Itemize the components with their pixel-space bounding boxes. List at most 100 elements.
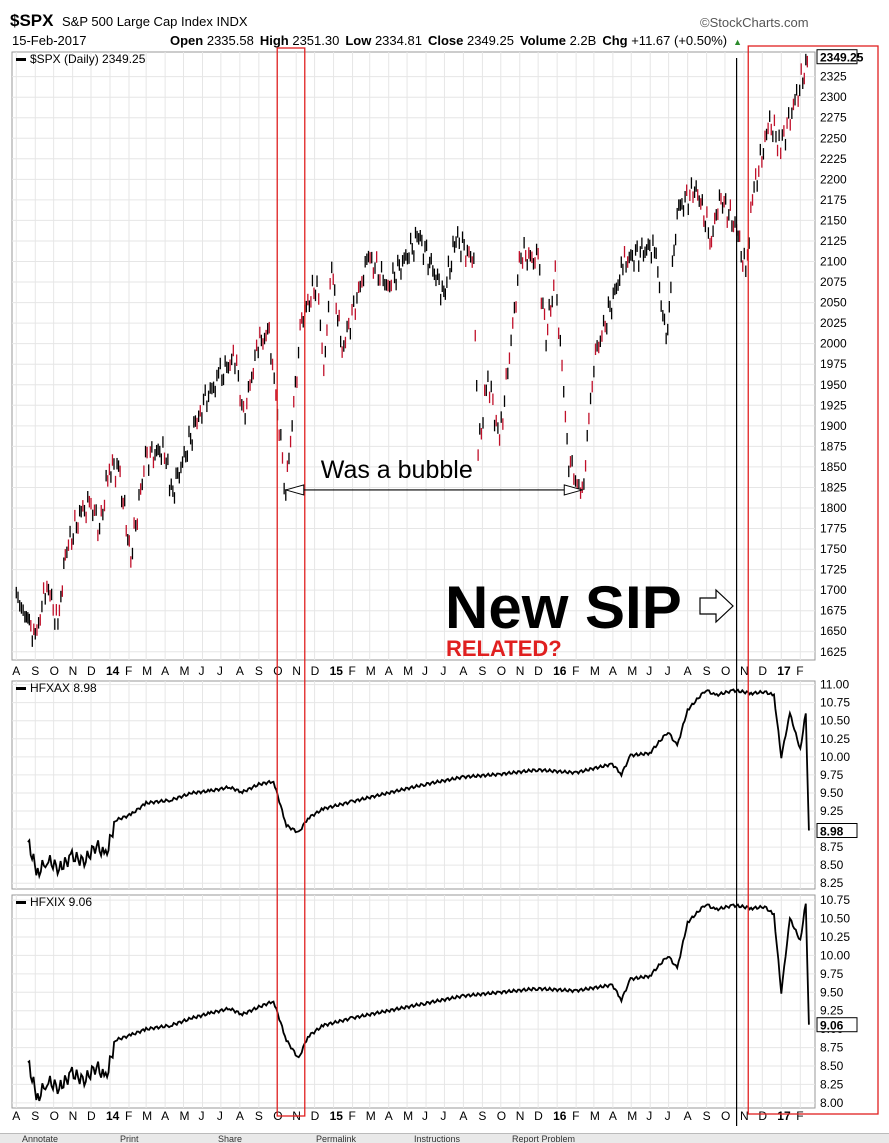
hollow-arrow-icon <box>699 588 734 624</box>
x-tick-label: F <box>796 1109 803 1123</box>
index-exchange: INDX <box>216 14 248 29</box>
x-tick-label: F <box>349 664 356 678</box>
legend-swatch <box>16 901 26 904</box>
chart-panel-1: 1625 1650 1675 1700 1725 1750 1775 1800 1825 1850… <box>11 49 864 678</box>
x-tick-label: 14 <box>106 1109 120 1123</box>
y-tick-label: 8.50 <box>820 858 844 872</box>
x-tick-label: N <box>740 1109 749 1123</box>
x-tick-label: O <box>497 664 506 678</box>
x-tick-label: J <box>646 1109 652 1123</box>
x-tick-label: M <box>403 1109 413 1123</box>
chart-panel-2: 8.258.508.759.009.259.509.7510.0010.2510… <box>11 678 858 890</box>
index-full-name: S&P 500 Large Cap Index <box>62 14 213 29</box>
y-tick-label: 2025 <box>820 316 847 330</box>
y-tick-label: 9.50 <box>820 985 844 999</box>
y-tick-label: 9.25 <box>820 804 844 818</box>
x-tick-label: M <box>590 1109 600 1123</box>
index-name: S&P 500 Large Cap Index INDX <box>62 14 248 29</box>
y-tick-label: 10.50 <box>820 714 850 728</box>
toolbar-item[interactable]: Share <box>218 1134 243 1143</box>
x-tick-label: M <box>142 664 152 678</box>
x-tick-label: F <box>125 664 132 678</box>
x-tick-label: M <box>627 664 637 678</box>
y-tick-label: 2325 <box>820 70 847 84</box>
x-tick-label: O <box>50 1109 59 1123</box>
x-tick-label: M <box>403 664 413 678</box>
ohlc-summary: Open 2335.58 High 2351.30 Low 2334.81 Close… <box>170 33 742 48</box>
y-tick-label: 2100 <box>820 255 847 269</box>
ohlc-label: Low <box>345 33 375 48</box>
x-tick-label: S <box>31 664 39 678</box>
y-tick-label: 2250 <box>820 131 847 145</box>
x-tick-label: J <box>422 1109 428 1123</box>
x-tick-label: J <box>198 664 204 678</box>
x-tick-label: J <box>217 1109 223 1123</box>
toolbar-item[interactable]: Permalink <box>316 1134 357 1143</box>
x-tick-label: D <box>758 664 767 678</box>
x-tick-label: A <box>684 1109 692 1123</box>
x-tick-label: A <box>236 1109 244 1123</box>
arrow-left-icon <box>283 484 305 496</box>
x-tick-label: F <box>796 664 803 678</box>
x-tick-label: 16 <box>553 1109 567 1123</box>
y-tick-label: 2175 <box>820 193 847 207</box>
toolbar-item[interactable]: Annotate <box>22 1134 59 1143</box>
x-tick-label: O <box>721 1109 730 1123</box>
y-tick-label: 1975 <box>820 357 847 371</box>
y-tick-label: 9.50 <box>820 786 844 800</box>
x-tick-label: J <box>665 664 671 678</box>
y-tick-label: 1850 <box>820 460 847 474</box>
y-tick-label: 8.25 <box>820 876 844 890</box>
chart-toolbar: Annotate Print Share Permalink Instructions R… <box>0 1133 889 1143</box>
x-tick-label: J <box>217 664 223 678</box>
ohlc-label: High <box>259 33 293 48</box>
y-tick-label: 8.50 <box>820 1059 844 1073</box>
y-tick-label: 2225 <box>820 152 847 166</box>
x-tick-label: M <box>366 664 376 678</box>
y-tick-label: 1900 <box>820 419 847 433</box>
x-tick-label: F <box>572 1109 579 1123</box>
toolbar-item[interactable]: Report Problem <box>512 1134 576 1143</box>
x-tick-label: S <box>255 1109 263 1123</box>
y-tick-label: 1925 <box>820 398 847 412</box>
toolbar-item[interactable]: Print <box>120 1134 139 1143</box>
y-tick-label: 1875 <box>820 439 847 453</box>
x-tick-label: F <box>125 1109 132 1123</box>
quote-date: 15-Feb-2017 <box>12 33 87 48</box>
ohlc-label: Close <box>427 33 467 48</box>
ohlc-label: Open <box>170 33 207 48</box>
y-tick-label: 8.25 <box>820 1077 844 1091</box>
y-tick-label: 10.00 <box>820 948 850 962</box>
x-tick-label: J <box>440 664 446 678</box>
plot-frame <box>11 680 816 890</box>
x-tick-label: 15 <box>330 1109 344 1123</box>
x-tick-label: 16 <box>553 664 567 678</box>
x-tick-label: D <box>534 664 543 678</box>
legend-swatch <box>16 58 26 61</box>
ohlc-value: 2349.25 <box>466 33 514 48</box>
y-tick-label: 2050 <box>820 296 847 310</box>
x-tick-label: A <box>609 1109 617 1123</box>
y-tick-label: 1625 <box>820 645 847 659</box>
y-tick-label: 1725 <box>820 563 847 577</box>
x-tick-label: O <box>721 664 730 678</box>
x-tick-label: S <box>703 664 711 678</box>
related-annotation: RELATED? <box>446 636 562 661</box>
y-tick-label: 1950 <box>820 378 847 392</box>
x-tick-label: 14 <box>106 664 120 678</box>
x-tick-label: D <box>87 664 96 678</box>
x-tick-label: J <box>646 664 652 678</box>
y-tick-label: 2275 <box>820 111 847 125</box>
x-tick-label: A <box>385 664 393 678</box>
x-tick-label: M <box>627 1109 637 1123</box>
series-line <box>27 903 810 1102</box>
ohlc-value: 2.2B <box>569 33 597 48</box>
x-tick-label: S <box>478 664 486 678</box>
y-tick-label: 1775 <box>820 522 847 536</box>
x-tick-label: A <box>12 1109 20 1123</box>
toolbar-item[interactable]: Instructions <box>414 1134 461 1143</box>
x-tick-label: A <box>385 1109 393 1123</box>
y-tick-label: 9.75 <box>820 967 844 981</box>
x-tick-label: J <box>198 1109 204 1123</box>
